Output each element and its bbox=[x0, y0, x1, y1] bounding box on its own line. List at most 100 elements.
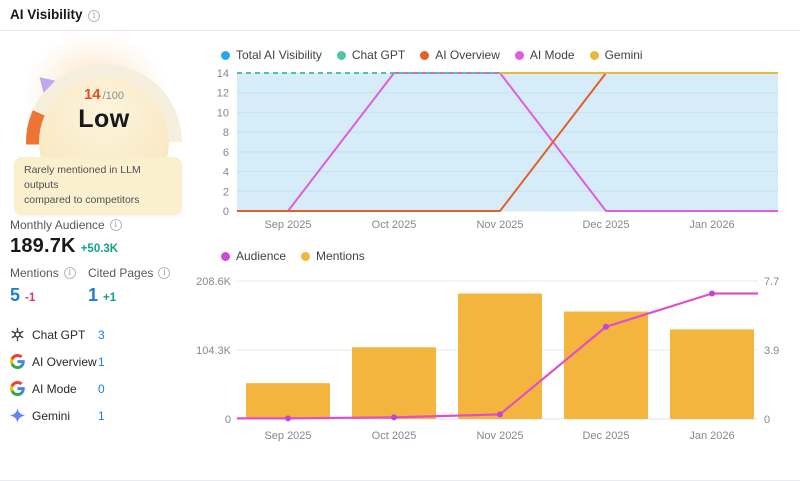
source-name: AI Mode bbox=[32, 381, 77, 396]
info-icon[interactable]: i bbox=[158, 267, 171, 279]
mentions-bar bbox=[564, 311, 648, 419]
legend-item-ai-overview[interactable]: AI Overview bbox=[420, 48, 500, 62]
info-icon[interactable]: i bbox=[63, 267, 76, 279]
info-icon[interactable]: i bbox=[109, 219, 122, 231]
cited-pages-label: Cited Pages bbox=[88, 266, 154, 280]
series-audience bbox=[237, 292, 758, 420]
svg-text:Dec 2025: Dec 2025 bbox=[582, 219, 629, 231]
svg-text:14: 14 bbox=[217, 68, 229, 80]
svg-text:8: 8 bbox=[223, 127, 229, 139]
monthly-audience-delta: +50.3K bbox=[80, 243, 119, 255]
cited-pages-delta: +1 bbox=[103, 292, 117, 304]
monthly-audience-value: 189.7K bbox=[10, 235, 76, 257]
series-ai-mode bbox=[237, 72, 778, 212]
legend-label: Chat GPT bbox=[351, 48, 406, 62]
legend-label: Mentions bbox=[316, 249, 365, 263]
legend-item-total-ai-visibility[interactable]: Total AI Visibility bbox=[221, 48, 322, 62]
svg-text:12: 12 bbox=[217, 88, 229, 100]
svg-text:Oct 2025: Oct 2025 bbox=[372, 430, 417, 442]
source-name: Chat GPT bbox=[32, 327, 86, 342]
svg-text:Nov 2025: Nov 2025 bbox=[476, 219, 523, 231]
mentions-bar bbox=[670, 329, 754, 419]
source-name: AI Overview bbox=[32, 354, 97, 369]
audience-marker bbox=[709, 290, 715, 297]
legend-dot bbox=[514, 50, 524, 60]
mentions-bar bbox=[352, 347, 436, 419]
legend-dot bbox=[336, 50, 346, 60]
legend-item-mentions[interactable]: Mentions bbox=[301, 249, 365, 263]
svg-text:Jan 2026: Jan 2026 bbox=[689, 430, 734, 442]
svg-text:10: 10 bbox=[217, 107, 229, 119]
svg-text:Oct 2025: Oct 2025 bbox=[372, 219, 417, 231]
svg-text:0: 0 bbox=[223, 206, 229, 218]
info-icon[interactable]: i bbox=[88, 10, 100, 22]
mentions-value: 5 bbox=[10, 285, 21, 305]
sources-list: Chat GPT 3 AI Overview 1 bbox=[10, 321, 122, 429]
gauge-score: 14 bbox=[83, 86, 101, 103]
source-count: 0 bbox=[98, 381, 105, 396]
svg-text:208.6K: 208.6K bbox=[196, 276, 232, 288]
openai-icon bbox=[10, 327, 25, 342]
svg-text:4: 4 bbox=[223, 167, 229, 179]
legend-label: Total AI Visibility bbox=[236, 48, 322, 62]
legend-dot bbox=[589, 50, 599, 60]
mentions-bar bbox=[458, 293, 542, 419]
monthly-audience-label-row: Monthly Audience i bbox=[10, 218, 122, 232]
svg-text:Sep 2025: Sep 2025 bbox=[264, 430, 311, 442]
visibility-chart-legend: Total AI Visibility Chat GPT AI Overview… bbox=[221, 48, 643, 62]
legend-dot bbox=[221, 50, 230, 60]
cited-pages-value: 1 bbox=[88, 285, 99, 305]
gemini-icon bbox=[10, 408, 25, 423]
tooltip-line-2: compared to competitors bbox=[24, 194, 140, 207]
gauge-tooltip: Rarely mentioned in LLM outputs compared… bbox=[14, 157, 182, 215]
legend-item-chat-gpt[interactable]: Chat GPT bbox=[336, 48, 406, 62]
gauge-text: 14/100 Low bbox=[10, 86, 198, 134]
audience-marker bbox=[497, 411, 503, 418]
legend-label: Gemini bbox=[604, 48, 643, 62]
source-row-ai-overview: AI Overview 1 bbox=[10, 348, 122, 375]
svg-text:3.9: 3.9 bbox=[764, 345, 779, 357]
svg-text:0: 0 bbox=[225, 414, 231, 426]
svg-text:Nov 2025: Nov 2025 bbox=[476, 430, 523, 442]
svg-text:104.3K: 104.3K bbox=[196, 345, 232, 357]
gauge-score-max: /100 bbox=[102, 90, 125, 102]
mentions-delta: -1 bbox=[25, 292, 36, 304]
legend-dot bbox=[420, 50, 430, 60]
svg-text:2: 2 bbox=[223, 186, 229, 198]
legend-item-ai-mode[interactable]: AI Mode bbox=[514, 48, 575, 62]
audience-mentions-chart[interactable]: 0 104.3K 208.6K 0 3.9 7.7 Sep 2025 Oct 2025 Nov … bbox=[196, 276, 779, 442]
svg-text:Dec 2025: Dec 2025 bbox=[582, 430, 629, 442]
source-row-chat-gpt: Chat GPT 3 bbox=[10, 321, 122, 348]
tooltip-line-1: Rarely mentioned in LLM outputs bbox=[24, 164, 141, 192]
legend-label: AI Overview bbox=[435, 48, 500, 62]
legend-label: AI Mode bbox=[529, 48, 575, 62]
legend-item-audience[interactable]: Audience bbox=[221, 249, 286, 263]
google-icon bbox=[10, 354, 25, 369]
svg-text:0: 0 bbox=[764, 414, 770, 426]
header: AI Visibility i bbox=[0, 0, 800, 31]
source-count: 1 bbox=[98, 354, 105, 369]
visibility-gauge: 14/100 Low bbox=[10, 54, 200, 158]
series-ai-overview bbox=[237, 72, 778, 212]
total-ai-visibility-area bbox=[237, 73, 778, 211]
audience-marker bbox=[391, 414, 397, 421]
cited-pages-stat: Cited Pages i 1 +1 bbox=[88, 266, 171, 306]
mentions-stat: Mentions i 5 -1 bbox=[10, 266, 76, 306]
svg-text:6: 6 bbox=[223, 147, 229, 159]
ai-visibility-trend-chart[interactable]: 0 2 4 6 8 10 12 14 Sep 2025 Oct 2025 Nov 2025 Dec 2… bbox=[217, 68, 778, 231]
svg-text:7.7: 7.7 bbox=[764, 276, 779, 288]
monthly-audience-label: Monthly Audience bbox=[10, 218, 105, 232]
source-count: 1 bbox=[98, 408, 105, 423]
source-row-ai-mode: AI Mode 0 bbox=[10, 375, 122, 402]
audience-marker bbox=[603, 323, 609, 330]
svg-text:Sep 2025: Sep 2025 bbox=[264, 219, 311, 231]
source-count: 3 bbox=[98, 327, 105, 342]
svg-text:Jan 2026: Jan 2026 bbox=[689, 219, 734, 231]
page-title: AI Visibility bbox=[10, 7, 83, 22]
google-icon bbox=[10, 381, 25, 396]
mentions-bar bbox=[246, 383, 330, 419]
legend-dot bbox=[301, 251, 311, 261]
legend-item-gemini[interactable]: Gemini bbox=[589, 48, 643, 62]
legend-label: Audience bbox=[236, 249, 287, 263]
